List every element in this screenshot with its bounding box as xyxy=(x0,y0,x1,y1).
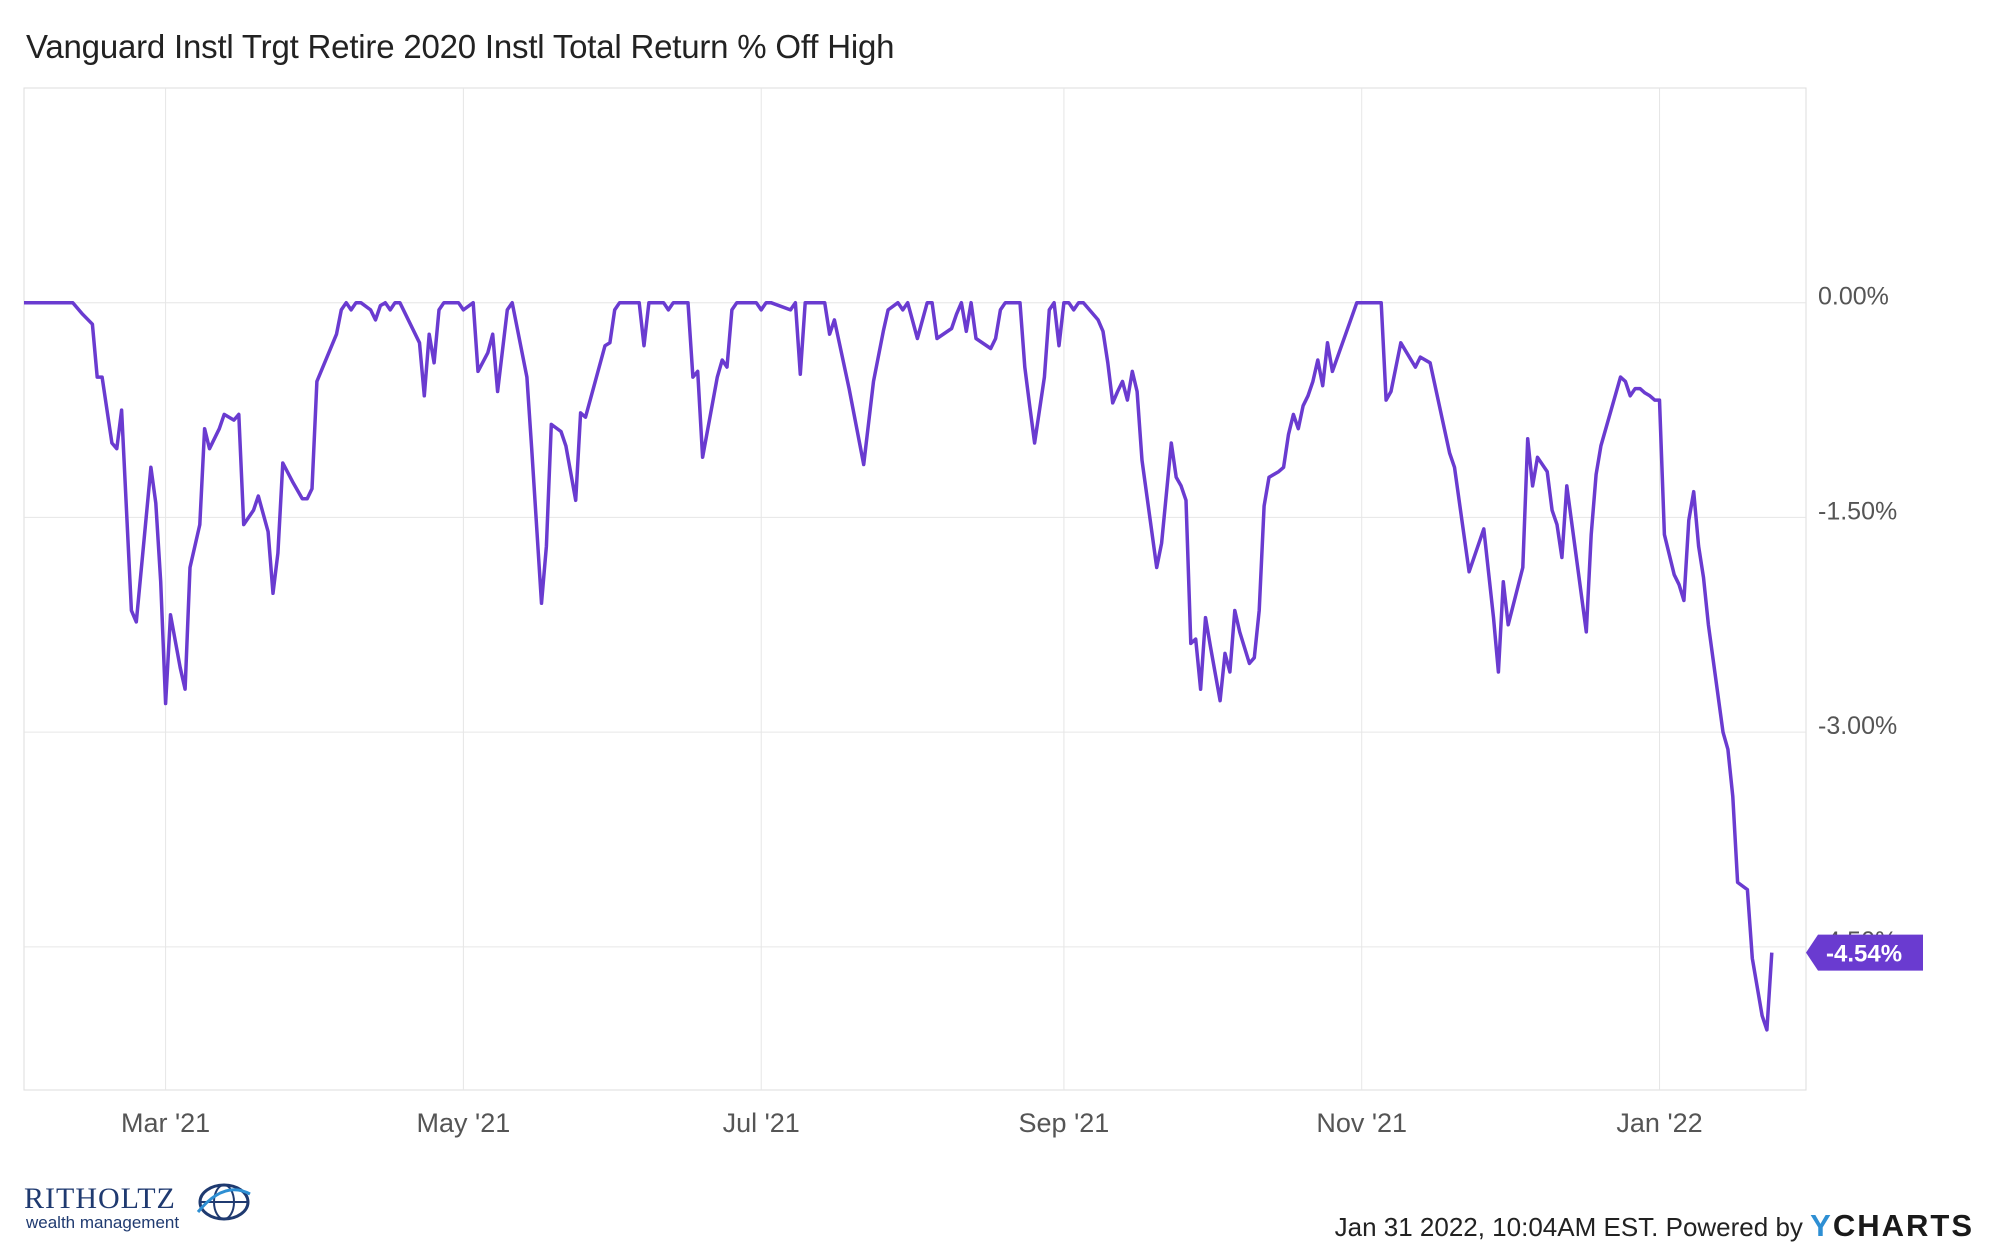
footer-attribution: Jan 31 2022, 10:04AM EST. Powered by YCH… xyxy=(1335,1208,1974,1244)
last-value-badge xyxy=(1806,934,1923,971)
ycharts-logo-rest: CHARTS xyxy=(1832,1208,1974,1243)
grid-layer xyxy=(23,87,1807,1091)
x-tick-label: Nov '21 xyxy=(1316,1108,1407,1138)
ycharts-logo[interactable]: YCHARTS xyxy=(1810,1208,1974,1243)
series-line xyxy=(24,300,1774,1032)
y-tick-label: -1.50% xyxy=(1818,497,1897,525)
x-tick-label: Jan '22 xyxy=(1616,1108,1702,1138)
x-tick-label: Sep '21 xyxy=(1019,1108,1110,1138)
x-tick-label: Jul '21 xyxy=(723,1108,800,1138)
plot-border xyxy=(23,87,1807,1091)
chart-title: Vanguard Instl Trgt Retire 2020 Instl To… xyxy=(26,28,895,65)
last-value-label: -4.54% xyxy=(1826,941,1902,968)
x-tick-label: Mar '21 xyxy=(121,1108,210,1138)
label-layer: -4.54% xyxy=(1806,934,1923,971)
logo-sub: wealth management xyxy=(25,1213,179,1232)
y-tick-label: 0.00% xyxy=(1818,283,1889,311)
series-layer xyxy=(24,300,1774,1032)
y-tick-label: -3.00% xyxy=(1818,712,1897,740)
globe-icon xyxy=(196,1183,251,1221)
ycharts-logo-y: Y xyxy=(1810,1208,1833,1243)
footer-timestamp: Jan 31 2022, 10:04AM EST. Powered by xyxy=(1334,1212,1803,1242)
axis-layer: Mar '21 May '21 Jul '21 Sep '21 Nov '21 Jan '… xyxy=(121,283,1897,1138)
logo-name: RITHOLTZ xyxy=(24,1182,176,1215)
ritholtz-logo: RITHOLTZ wealth management xyxy=(24,1180,264,1240)
x-tick-label: May '21 xyxy=(417,1108,511,1138)
ritholtz-logo-mark: RITHOLTZ wealth management xyxy=(24,1182,251,1232)
